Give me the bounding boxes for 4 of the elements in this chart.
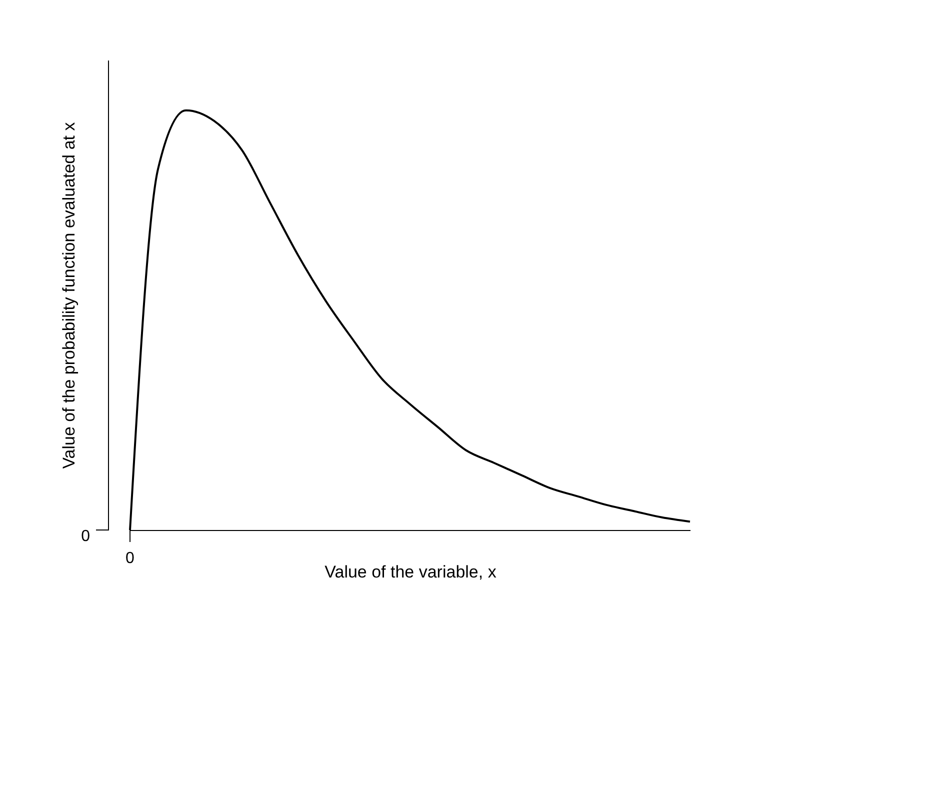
text: 0: [81, 528, 90, 545]
x-axis-title: Value of the variable, x: [324, 562, 497, 582]
y-axis-title: Value of the probability function evaluated at x: [60, 122, 78, 469]
text: 0: [126, 550, 135, 567]
